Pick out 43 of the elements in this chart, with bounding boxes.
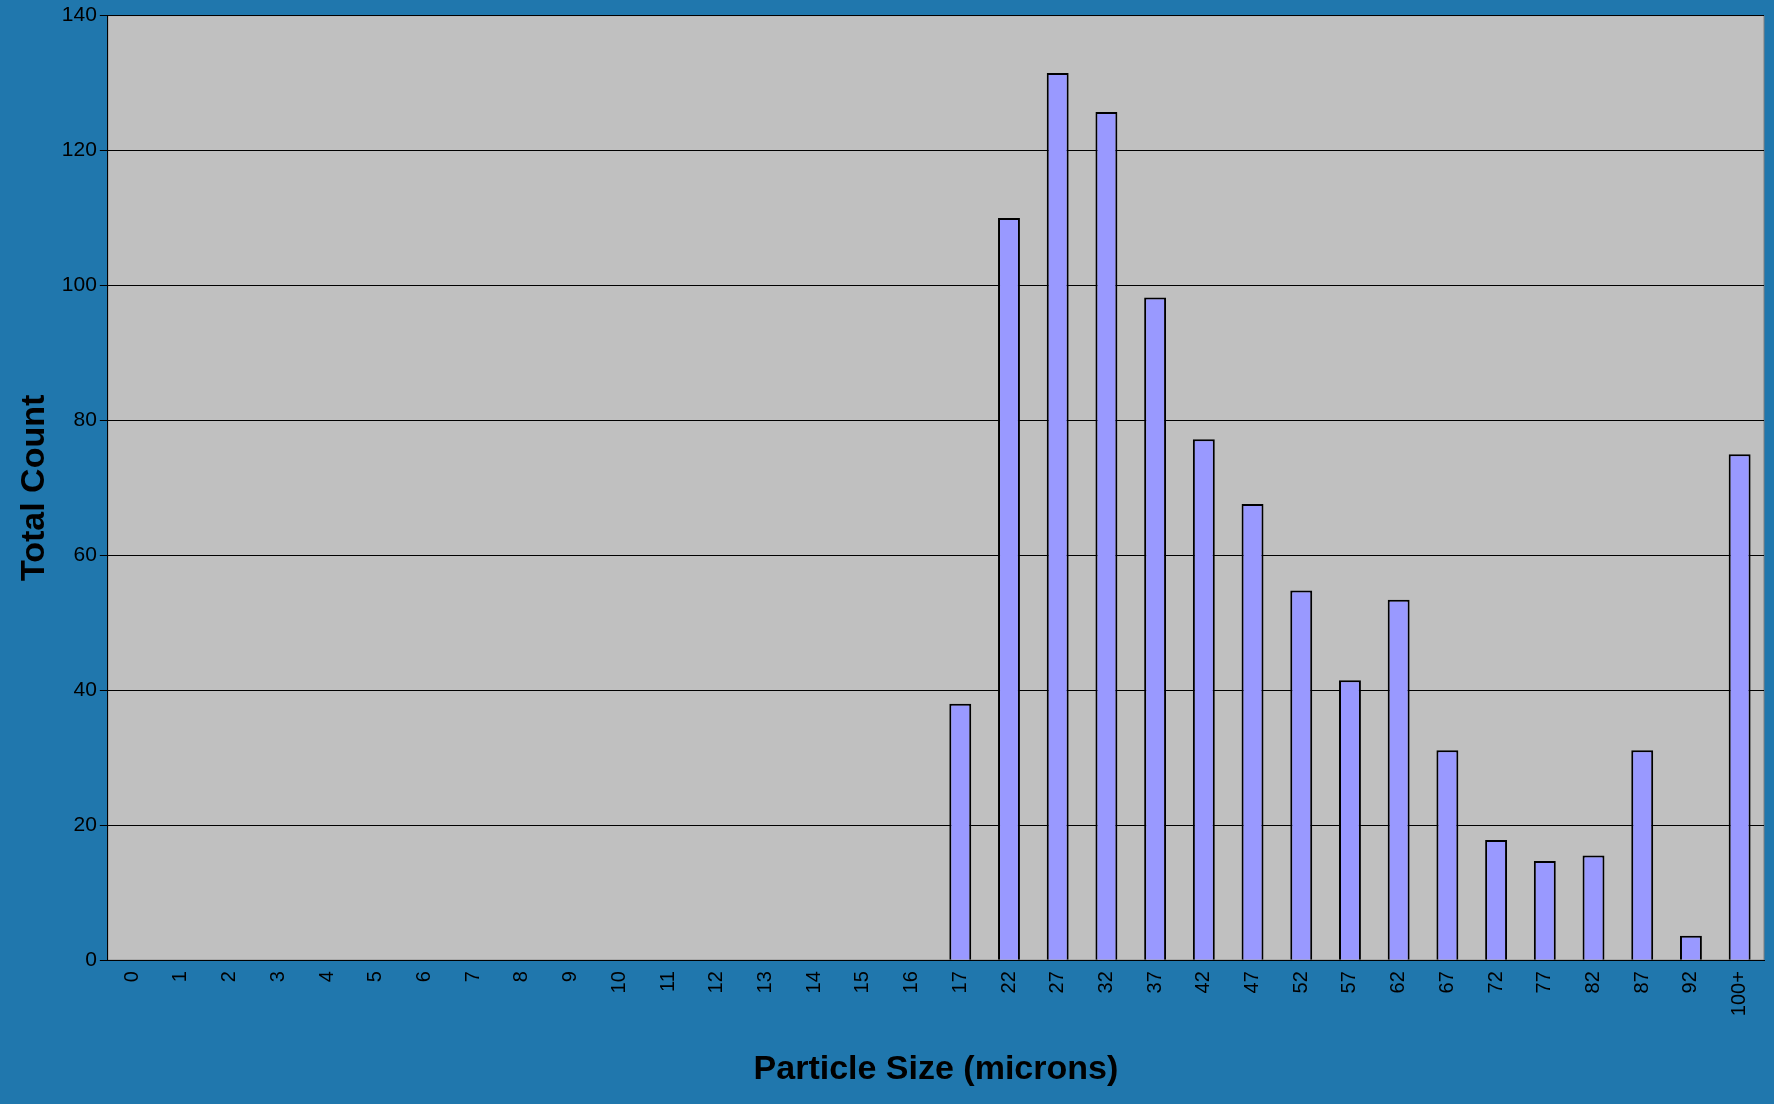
x-tick-label: 62	[1386, 971, 1409, 994]
x-tick-label: 77	[1532, 971, 1555, 994]
y-axis-title: Total Count	[12, 394, 51, 582]
x-tick-label: 15	[850, 971, 873, 994]
x-axis-title: Particle Size (microns)	[753, 1047, 1119, 1086]
y-tick-label: 140	[61, 2, 97, 26]
x-tick-label: 5	[363, 971, 386, 983]
x-tick-label: 13	[752, 971, 775, 994]
x-tick-label: 9	[558, 971, 581, 983]
x-tick-label: 6	[411, 971, 434, 983]
x-tick-label: 67	[1434, 971, 1457, 994]
x-tick-label: 42	[1191, 971, 1214, 994]
x-tick-label: 4	[314, 971, 337, 983]
x-tick-label: 100+	[1727, 971, 1750, 1017]
y-tick-label: 100	[61, 272, 97, 296]
x-tick-label: 8	[509, 971, 532, 983]
x-tick-label: 32	[1093, 971, 1116, 994]
x-tick-label: 10	[606, 971, 629, 994]
x-tick-label: 7	[460, 971, 483, 983]
x-tick-label: 52	[1288, 971, 1311, 994]
x-tick-label: 1	[168, 971, 191, 983]
x-tick-label: 92	[1678, 971, 1701, 994]
y-tick-label: 20	[73, 812, 97, 836]
x-tick-label: 16	[899, 971, 922, 994]
x-tick-label: 82	[1581, 971, 1604, 994]
y-tick-label: 40	[73, 677, 97, 701]
x-tick-label: 87	[1629, 971, 1652, 994]
x-tick-label: 3	[265, 971, 288, 983]
y-tick-label: 80	[73, 407, 97, 431]
x-tick-label: 14	[801, 971, 824, 994]
x-tick-label: 0	[119, 971, 142, 983]
y-tick-label: 120	[61, 137, 97, 161]
x-tick-label: 27	[1045, 971, 1068, 994]
x-tick-label: 22	[996, 971, 1019, 994]
x-tick-label: 57	[1337, 971, 1360, 994]
x-tick-label: 47	[1240, 971, 1263, 994]
x-tick-label: 17	[947, 971, 970, 994]
x-tick-label: 37	[1142, 971, 1165, 994]
x-tick-label: 12	[704, 971, 727, 994]
y-tick-label: 60	[73, 542, 97, 566]
x-tick-label: 11	[655, 971, 678, 992]
x-tick-label: 2	[217, 971, 240, 983]
x-tick-label: 72	[1483, 971, 1506, 994]
